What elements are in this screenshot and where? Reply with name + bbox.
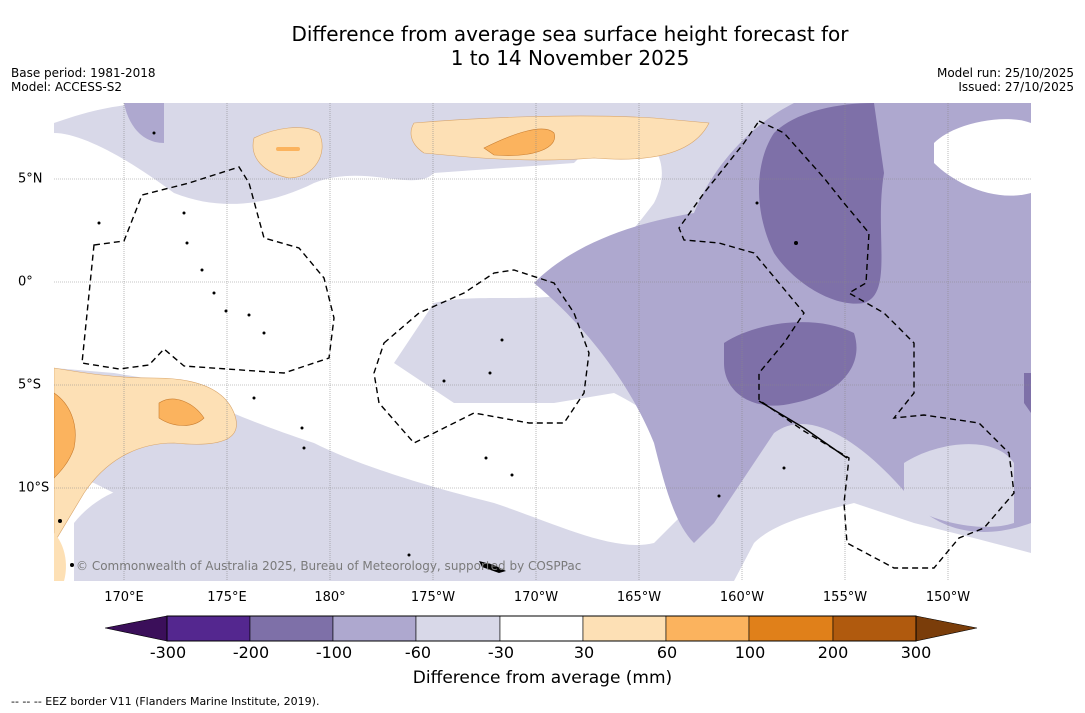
colorbar-tick: -30 xyxy=(487,643,515,662)
lon-label-170w: 170°W xyxy=(513,590,559,605)
lat-label-eq: 0° xyxy=(18,274,33,290)
lon-label-170e: 170°E xyxy=(104,590,144,605)
colorbar-tick: 60 xyxy=(656,643,678,662)
colorbar-segment xyxy=(415,615,501,642)
colorbar-segment xyxy=(249,615,334,642)
meta-right: Model run: 25/10/2025 Issued: 27/10/2025 xyxy=(937,66,1074,94)
colorbar-segment xyxy=(166,615,251,642)
lat-label-10s: 10°S xyxy=(18,480,50,496)
lat-label-5n: 5°N xyxy=(18,171,43,187)
colorbar-segment xyxy=(499,615,584,642)
colorbar-segment xyxy=(665,615,750,642)
colorbar-segment xyxy=(832,615,917,642)
colorbar-segment xyxy=(332,615,417,642)
colorbar-tick: -100 xyxy=(315,643,353,662)
meta-left: Base period: 1981-2018 Model: ACCESS-S2 xyxy=(11,66,156,94)
graticule xyxy=(54,103,1031,581)
colorbar-segment xyxy=(748,615,834,642)
colorbar-tick: -60 xyxy=(404,643,432,662)
colorbar-extend-low xyxy=(105,615,168,642)
eez-solid-segment xyxy=(758,400,848,459)
base-period: Base period: 1981-2018 xyxy=(11,66,156,80)
lon-label-165w: 165°W xyxy=(616,590,662,605)
title-line-2: 1 to 14 November 2025 xyxy=(450,46,690,70)
colorbar-tick: 100 xyxy=(734,643,766,662)
islands xyxy=(58,131,798,573)
colorbar-label: Difference from average (mm) xyxy=(412,668,673,688)
model-name: Model: ACCESS-S2 xyxy=(11,80,123,94)
model-run: Model run: 25/10/2025 xyxy=(936,66,1074,80)
map-title: Difference from average sea surface heig… xyxy=(0,22,1085,70)
eez-legend-note: -- -- -- EEZ border V11 (Flanders Marine… xyxy=(11,695,320,708)
title-line-1: Difference from average sea surface heig… xyxy=(291,22,849,46)
colorbar-tick: 200 xyxy=(817,643,849,662)
anomaly-shading-positive xyxy=(54,115,710,581)
anomaly-shading-medium xyxy=(124,103,1031,543)
colorbar-extend-high xyxy=(915,615,978,642)
lat-label-5s: 5°S xyxy=(18,377,42,393)
lon-label-175w: 175°W xyxy=(410,590,456,605)
lon-label-155w: 155°W xyxy=(822,590,868,605)
lon-label-160w: 160°W xyxy=(719,590,765,605)
colorbar-outline xyxy=(166,615,917,642)
colorbar-tick: 30 xyxy=(573,643,595,662)
lon-label-150w: 150°W xyxy=(925,590,971,605)
eez-borders xyxy=(81,120,1015,569)
colorbar xyxy=(105,615,978,642)
anomaly-shading-dark xyxy=(724,103,1031,413)
sea-height-map xyxy=(54,103,1031,581)
colorbar-tick: -300 xyxy=(149,643,187,662)
lon-label-175e: 175°E xyxy=(207,590,247,605)
colorbar-tick: -200 xyxy=(232,643,270,662)
lon-label-180: 180° xyxy=(314,590,346,605)
anomaly-neutral xyxy=(54,123,694,545)
copyright-note: © Commonwealth of Australia 2025, Bureau… xyxy=(76,559,582,573)
issued-date: Issued: 27/10/2025 xyxy=(958,80,1074,94)
colorbar-segment xyxy=(582,615,667,642)
colorbar-tick: 300 xyxy=(900,643,932,662)
